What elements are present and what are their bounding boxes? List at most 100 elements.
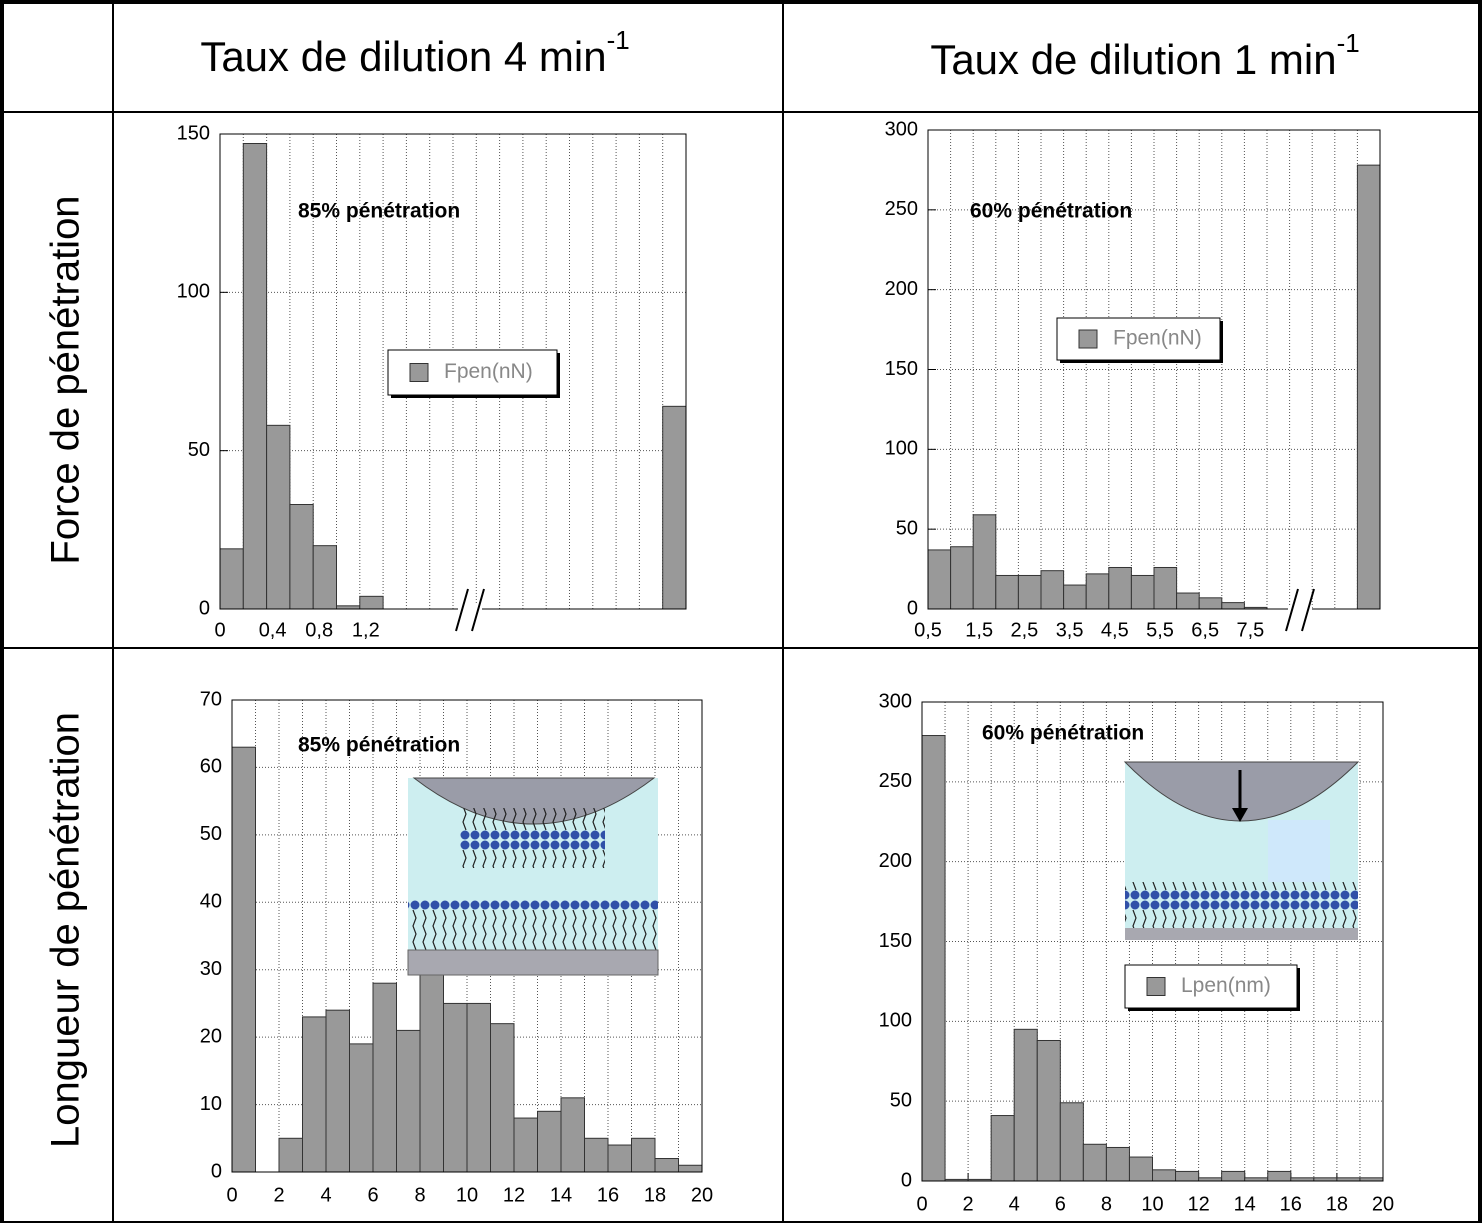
legend-label: Fpen(nN)	[444, 360, 533, 383]
bar	[928, 550, 951, 609]
bar	[1129, 1157, 1152, 1181]
legend-swatch	[410, 364, 428, 382]
y-tick-label: 40	[200, 891, 222, 913]
x-tick-label: 14	[550, 1184, 572, 1206]
y-tick-label: 300	[885, 118, 918, 140]
y-tick-label: 250	[885, 198, 918, 220]
legend-label: Fpen(nN)	[1113, 327, 1202, 350]
bar	[279, 1138, 303, 1172]
x-tick-label: 18	[1326, 1193, 1348, 1215]
y-tick-label: 150	[879, 930, 912, 952]
x-tick-label: 3,5	[1056, 619, 1084, 641]
x-tick-label: 14	[1234, 1193, 1256, 1215]
y-tick-label: 50	[200, 823, 222, 845]
bar	[420, 956, 444, 1172]
y-tick-label: 0	[907, 597, 918, 619]
y-tick-label: 250	[879, 770, 912, 792]
annotation: 85% pénétration	[298, 734, 460, 757]
bar	[538, 1111, 562, 1172]
y-tick-label: 0	[199, 597, 210, 619]
bar	[1176, 1171, 1199, 1181]
x-tick-label: 1,2	[352, 619, 380, 641]
bar	[951, 547, 974, 609]
y-tick-label: 0	[901, 1169, 912, 1191]
bar	[991, 1116, 1014, 1181]
legend-label: Lpen(nm)	[1181, 974, 1271, 997]
y-tick-label: 50	[896, 517, 918, 539]
bar	[243, 144, 266, 610]
bar	[1222, 1171, 1245, 1181]
column-header: Taux de dilution 4 min-1	[200, 25, 629, 80]
y-tick-label: 100	[879, 1010, 912, 1032]
bar	[360, 596, 383, 609]
x-tick-label: 2,5	[1010, 619, 1038, 641]
bar	[996, 575, 1019, 609]
x-tick-label: 0,4	[259, 619, 287, 641]
bar	[313, 546, 336, 609]
annotation: 60% pénétration	[982, 722, 1144, 745]
x-tick-label: 12	[1187, 1193, 1209, 1215]
x-tick-label: 16	[597, 1184, 619, 1206]
x-tick-label: 6	[367, 1184, 378, 1206]
bar	[1041, 571, 1064, 609]
y-tick-label: 60	[200, 756, 222, 778]
y-tick-label: 50	[890, 1089, 912, 1111]
x-tick-label: 6,5	[1191, 619, 1219, 641]
bar	[350, 1044, 374, 1172]
bar	[1268, 1171, 1291, 1181]
bar	[1060, 1103, 1083, 1181]
bar	[585, 1138, 609, 1172]
bar	[1154, 567, 1177, 609]
y-tick-label: 70	[200, 688, 222, 710]
x-tick-label: 4,5	[1101, 619, 1129, 641]
legend-swatch	[1079, 330, 1097, 348]
x-tick-label: 10	[456, 1184, 478, 1206]
bar	[1064, 585, 1087, 609]
bar	[514, 1118, 538, 1172]
bar	[663, 406, 686, 609]
y-tick-label: 100	[885, 438, 918, 460]
x-tick-label: 0	[226, 1184, 237, 1206]
y-tick-label: 20	[200, 1025, 222, 1047]
bar	[632, 1138, 656, 1172]
bar	[1357, 165, 1380, 609]
table-grid	[0, 0, 1482, 1223]
row-header: Force de pénétration	[44, 195, 88, 564]
annotation: 60% pénétration	[970, 200, 1132, 223]
inset-diagram	[1125, 762, 1358, 940]
bar	[267, 425, 290, 609]
bar	[655, 1159, 679, 1172]
y-tick-label: 0	[211, 1160, 222, 1182]
bar	[397, 1030, 421, 1172]
x-tick-label: 7,5	[1236, 619, 1264, 641]
bar	[608, 1145, 632, 1172]
bar	[1199, 598, 1222, 609]
y-tick-label: 150	[177, 122, 210, 144]
legend-swatch	[1147, 978, 1165, 996]
bar	[491, 1024, 515, 1172]
bar	[1222, 603, 1245, 609]
column-header: Taux de dilution 1 min-1	[930, 28, 1359, 83]
header-sup: -1	[1337, 28, 1360, 58]
y-tick-label: 10	[200, 1093, 222, 1115]
x-tick-label: 6	[1055, 1193, 1066, 1215]
x-tick-label: 2	[963, 1193, 974, 1215]
x-tick-label: 5,5	[1146, 619, 1174, 641]
bar	[1106, 1147, 1129, 1181]
x-tick-label: 0	[214, 619, 225, 641]
bar	[1177, 593, 1200, 609]
x-tick-label: 8	[414, 1184, 425, 1206]
x-tick-label: 10	[1141, 1193, 1163, 1215]
x-tick-label: 4	[1009, 1193, 1020, 1215]
y-tick-label: 50	[188, 439, 210, 461]
x-tick-label: 20	[1372, 1193, 1394, 1215]
y-tick-label: 300	[879, 690, 912, 712]
bar	[1014, 1029, 1037, 1181]
annotation: 85% pénétration	[298, 200, 460, 223]
bar	[561, 1098, 585, 1172]
bar	[1153, 1170, 1176, 1181]
y-tick-label: 200	[879, 850, 912, 872]
y-tick-label: 30	[200, 958, 222, 980]
